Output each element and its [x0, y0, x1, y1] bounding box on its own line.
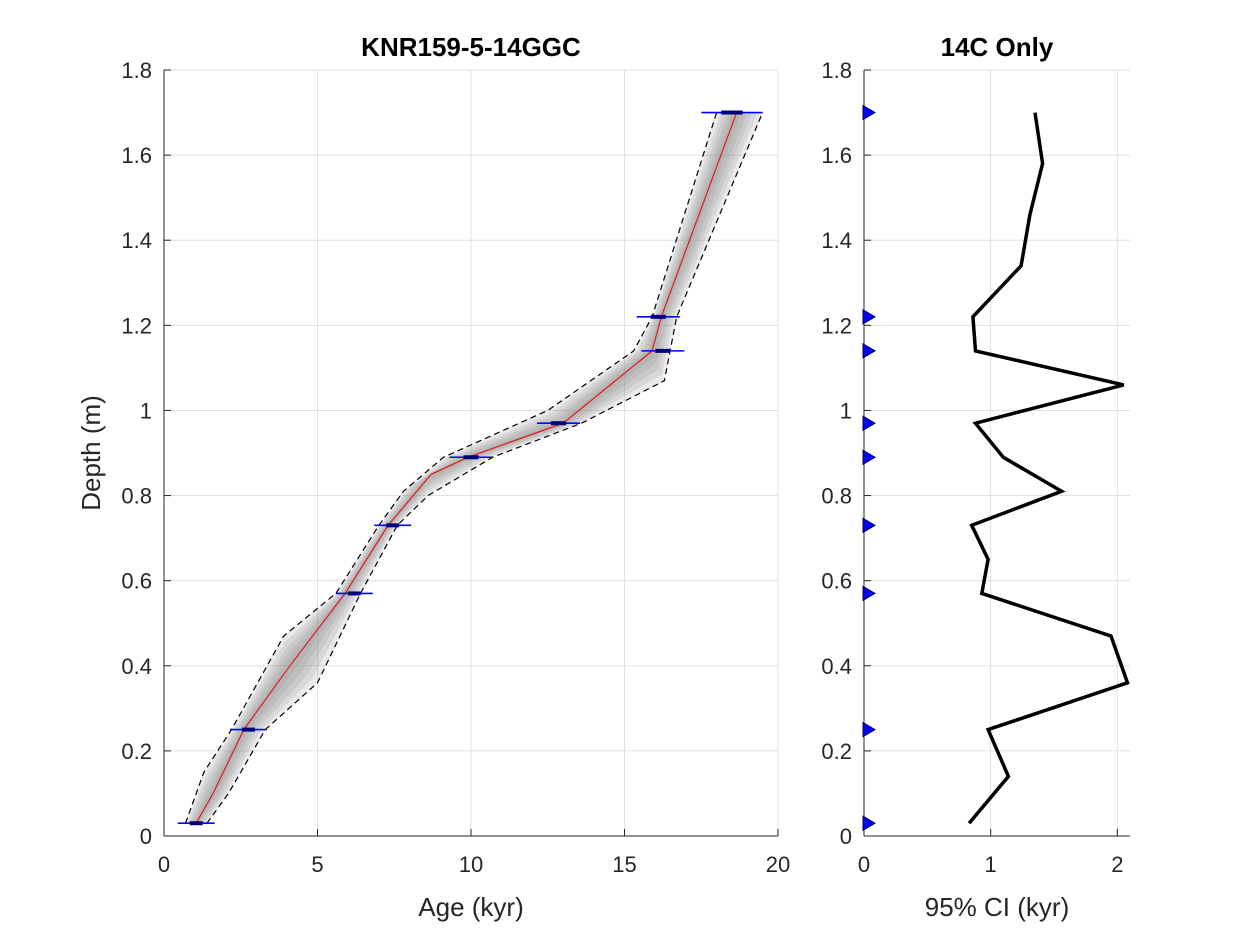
date-marker-triangle [862, 517, 876, 534]
y-axis-label: Depth (m) [76, 395, 106, 511]
x-tick-label: 1 [985, 852, 997, 877]
y-tick-label: 1.6 [121, 143, 152, 168]
y-tick-label: 1 [840, 398, 852, 423]
x-tick-label: 0 [158, 852, 170, 877]
date-marker-triangle [862, 721, 876, 738]
upper-bound-line [184, 112, 718, 824]
x-axis-label: 95% CI (kyr) [925, 892, 1069, 922]
plot-area [864, 70, 1130, 836]
ci-line [967, 112, 1130, 825]
y-tick-label: 0.8 [121, 484, 152, 509]
y-tick-label: 1.2 [821, 313, 852, 338]
chart-title: KNR159-5-14GGC [361, 32, 581, 62]
y-tick-label: 0.6 [121, 569, 152, 594]
date-marker-triangle [862, 585, 876, 602]
x-tick-label: 5 [311, 852, 323, 877]
y-tick-label: 0 [840, 824, 852, 849]
y-tick-label: 0.8 [821, 484, 852, 509]
y-tick-label: 1 [140, 398, 152, 423]
y-tick-label: 1.8 [121, 58, 152, 83]
y-tick-label: 0 [140, 824, 152, 849]
date-marker-triangle [862, 342, 876, 359]
date-marker-triangle [862, 104, 876, 121]
x-tick-label: 20 [766, 852, 790, 877]
chart-title: 14C Only [941, 32, 1054, 62]
y-tick-label: 0.2 [121, 739, 152, 764]
x-tick-label: 0 [858, 852, 870, 877]
ensemble-band [187, 112, 758, 824]
x-tick-label: 15 [612, 852, 636, 877]
date-marker-triangle [862, 815, 876, 832]
y-tick-label: 1.8 [821, 58, 852, 83]
median-line [195, 112, 738, 824]
y-tick-label: 0.4 [821, 654, 852, 679]
date-markers [862, 104, 876, 832]
y-tick-label: 1.6 [821, 143, 852, 168]
y-tick-label: 0.6 [821, 569, 852, 594]
date-marker-triangle [862, 308, 876, 325]
y-tick-label: 1.4 [121, 228, 152, 253]
y-tick-label: 0.2 [821, 739, 852, 764]
radiocarbon-dates [177, 110, 763, 826]
date-marker-triangle [862, 449, 876, 466]
y-tick-label: 0.4 [121, 654, 152, 679]
age-depth-panel: 0 5 10 15 20 0 0.2 0.4 0.6 0.8 1 1.2 1.4 1.6 1.8 KNR159… [76, 32, 790, 922]
grid [163, 69, 779, 837]
x-tick-label: 2 [1111, 852, 1123, 877]
x-tick-label: 10 [459, 852, 483, 877]
y-tick-label: 1.2 [121, 313, 152, 338]
lower-bound-line [206, 112, 764, 824]
date-marker-triangle [862, 415, 876, 432]
x-axis-label: Age (kyr) [418, 892, 523, 922]
y-tick-label: 1.4 [821, 228, 852, 253]
ci-panel: 0 1 2 0 0.2 0.4 0.6 0.8 1 1.2 1.4 1.6 1.8 14C Only 95%… [821, 32, 1130, 922]
